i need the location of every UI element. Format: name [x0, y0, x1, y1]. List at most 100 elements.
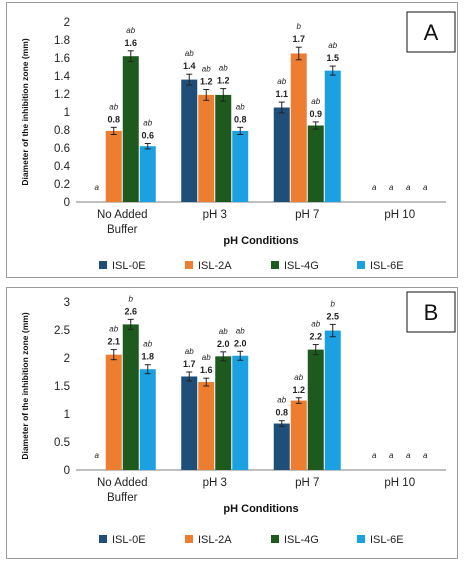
significance-letter: ab [277, 77, 286, 86]
legend-label: ISL-0E [112, 260, 146, 272]
significance-letter: ab [185, 49, 194, 58]
significance-letter: ab [328, 41, 337, 50]
significance-letter: b [129, 294, 134, 303]
panel-badge [406, 291, 456, 333]
significance-letter: a [95, 451, 100, 460]
significance-letter: ab [202, 65, 211, 74]
legend-label: ISL-4G [284, 534, 319, 546]
significance-letter: ab [109, 325, 118, 334]
legend-label: ISL-0E [112, 534, 146, 546]
data-label: 2.0 [217, 339, 230, 349]
bar [198, 94, 215, 202]
significance-letter: b [297, 22, 302, 31]
legend-label: ISL-4G [284, 260, 319, 272]
y-tick-label: 3 [64, 297, 70, 309]
y-tick-label: 0.6 [54, 143, 70, 155]
significance-letter: a [406, 183, 411, 192]
y-axis-title: Diameter of the inhibition zone (mm) [20, 38, 30, 186]
data-label: 0.8 [275, 408, 288, 418]
bar [105, 354, 122, 470]
bar [273, 423, 290, 470]
significance-letter: ab [185, 347, 194, 356]
bar [307, 349, 324, 470]
y-tick-label: 1 [64, 107, 70, 119]
data-label: 1.6 [124, 38, 137, 48]
legend-swatch [99, 261, 107, 269]
y-tick-label: 1 [64, 409, 70, 421]
y-tick-label: 0.8 [54, 125, 70, 137]
significance-letter: ab [143, 119, 152, 128]
category-label: No Added [97, 209, 148, 221]
y-tick-label: 1.5 [54, 381, 70, 393]
category-label: No Added [97, 477, 148, 489]
data-label: 2.6 [124, 306, 137, 316]
significance-letter: ab [219, 327, 228, 336]
bar [290, 400, 307, 470]
significance-letter: ab [311, 320, 320, 329]
category-label: pH 10 [384, 477, 415, 489]
data-label: 1.2 [292, 385, 305, 395]
significance-letter: a [389, 183, 394, 192]
category-label: pH 3 [203, 209, 227, 221]
significance-letter: a [372, 451, 377, 460]
bar [105, 130, 122, 202]
category-label: Buffer [107, 492, 138, 504]
significance-letter: ab [219, 64, 228, 73]
legend-swatch [271, 261, 279, 269]
category-label: pH 7 [295, 477, 319, 489]
data-label: 1.7 [183, 359, 196, 369]
bar [307, 125, 324, 202]
panel-a-frame [6, 2, 458, 278]
legend-swatch [185, 535, 193, 543]
bar [139, 146, 156, 202]
panel-badge-label: B [424, 300, 439, 325]
bar [198, 382, 215, 470]
y-tick-label: 0.2 [54, 179, 70, 191]
y-axis-title: Diameter of the inhibition zone (mm) [20, 312, 30, 460]
y-tick-label: 1.4 [54, 71, 71, 83]
y-tick-label: 1.6 [54, 53, 70, 65]
significance-letter: ab [202, 353, 211, 362]
chart-panel-b: 0 0.5 1 1.5 2 2.5 3 Diameter of the inhibition … [6, 287, 458, 559]
chart-b-svg: 0 0.5 1 1.5 2 2.5 3 Diameter of the inhibition … [20, 291, 456, 546]
legend-label: ISL-2A [198, 534, 232, 546]
bar [215, 94, 232, 202]
legend-swatch [357, 535, 365, 543]
y-tick-label: 1.2 [54, 89, 70, 101]
significance-letter: ab [143, 340, 152, 349]
legend-swatch [99, 535, 107, 543]
significance-letter: ab [311, 97, 320, 106]
data-label: 0.8 [107, 114, 120, 124]
y-tick-label: 2.5 [54, 325, 70, 337]
bar [181, 376, 198, 470]
legend-swatch [271, 535, 279, 543]
data-label: 1.8 [141, 352, 154, 362]
legend-label: ISL-6E [370, 534, 404, 546]
panel-badge-label: A [424, 20, 439, 45]
data-label: 1.4 [183, 61, 196, 71]
significance-letter: ab [126, 26, 135, 35]
y-tick-label: 0 [64, 197, 70, 209]
bar [273, 107, 290, 202]
bar [122, 324, 139, 470]
panel-badge [406, 11, 456, 53]
y-tick-label: 2 [64, 353, 70, 365]
legend-swatch [185, 261, 193, 269]
significance-letter: ab [294, 373, 303, 382]
significance-letter: a [423, 183, 428, 192]
significance-letter: a [389, 451, 394, 460]
data-label: 1.2 [217, 76, 230, 86]
significance-letter: a [423, 451, 428, 460]
significance-letter: ab [236, 326, 245, 335]
y-tick-label: 1.8 [54, 35, 70, 47]
bar [181, 79, 198, 202]
data-label: 2.1 [107, 337, 120, 347]
y-tick-label: 0.4 [54, 161, 71, 173]
category-label: pH 7 [295, 209, 319, 221]
bar [232, 130, 249, 202]
legend-label: ISL-6E [370, 260, 404, 272]
bar [232, 355, 249, 470]
data-label: 2.0 [234, 338, 247, 348]
bar [215, 356, 232, 470]
chart-panel-a: 0 0.2 0.4 0.6 0.8 1 1.2 1.4 1.6 1.8 2 Diameter of t… [6, 2, 458, 278]
